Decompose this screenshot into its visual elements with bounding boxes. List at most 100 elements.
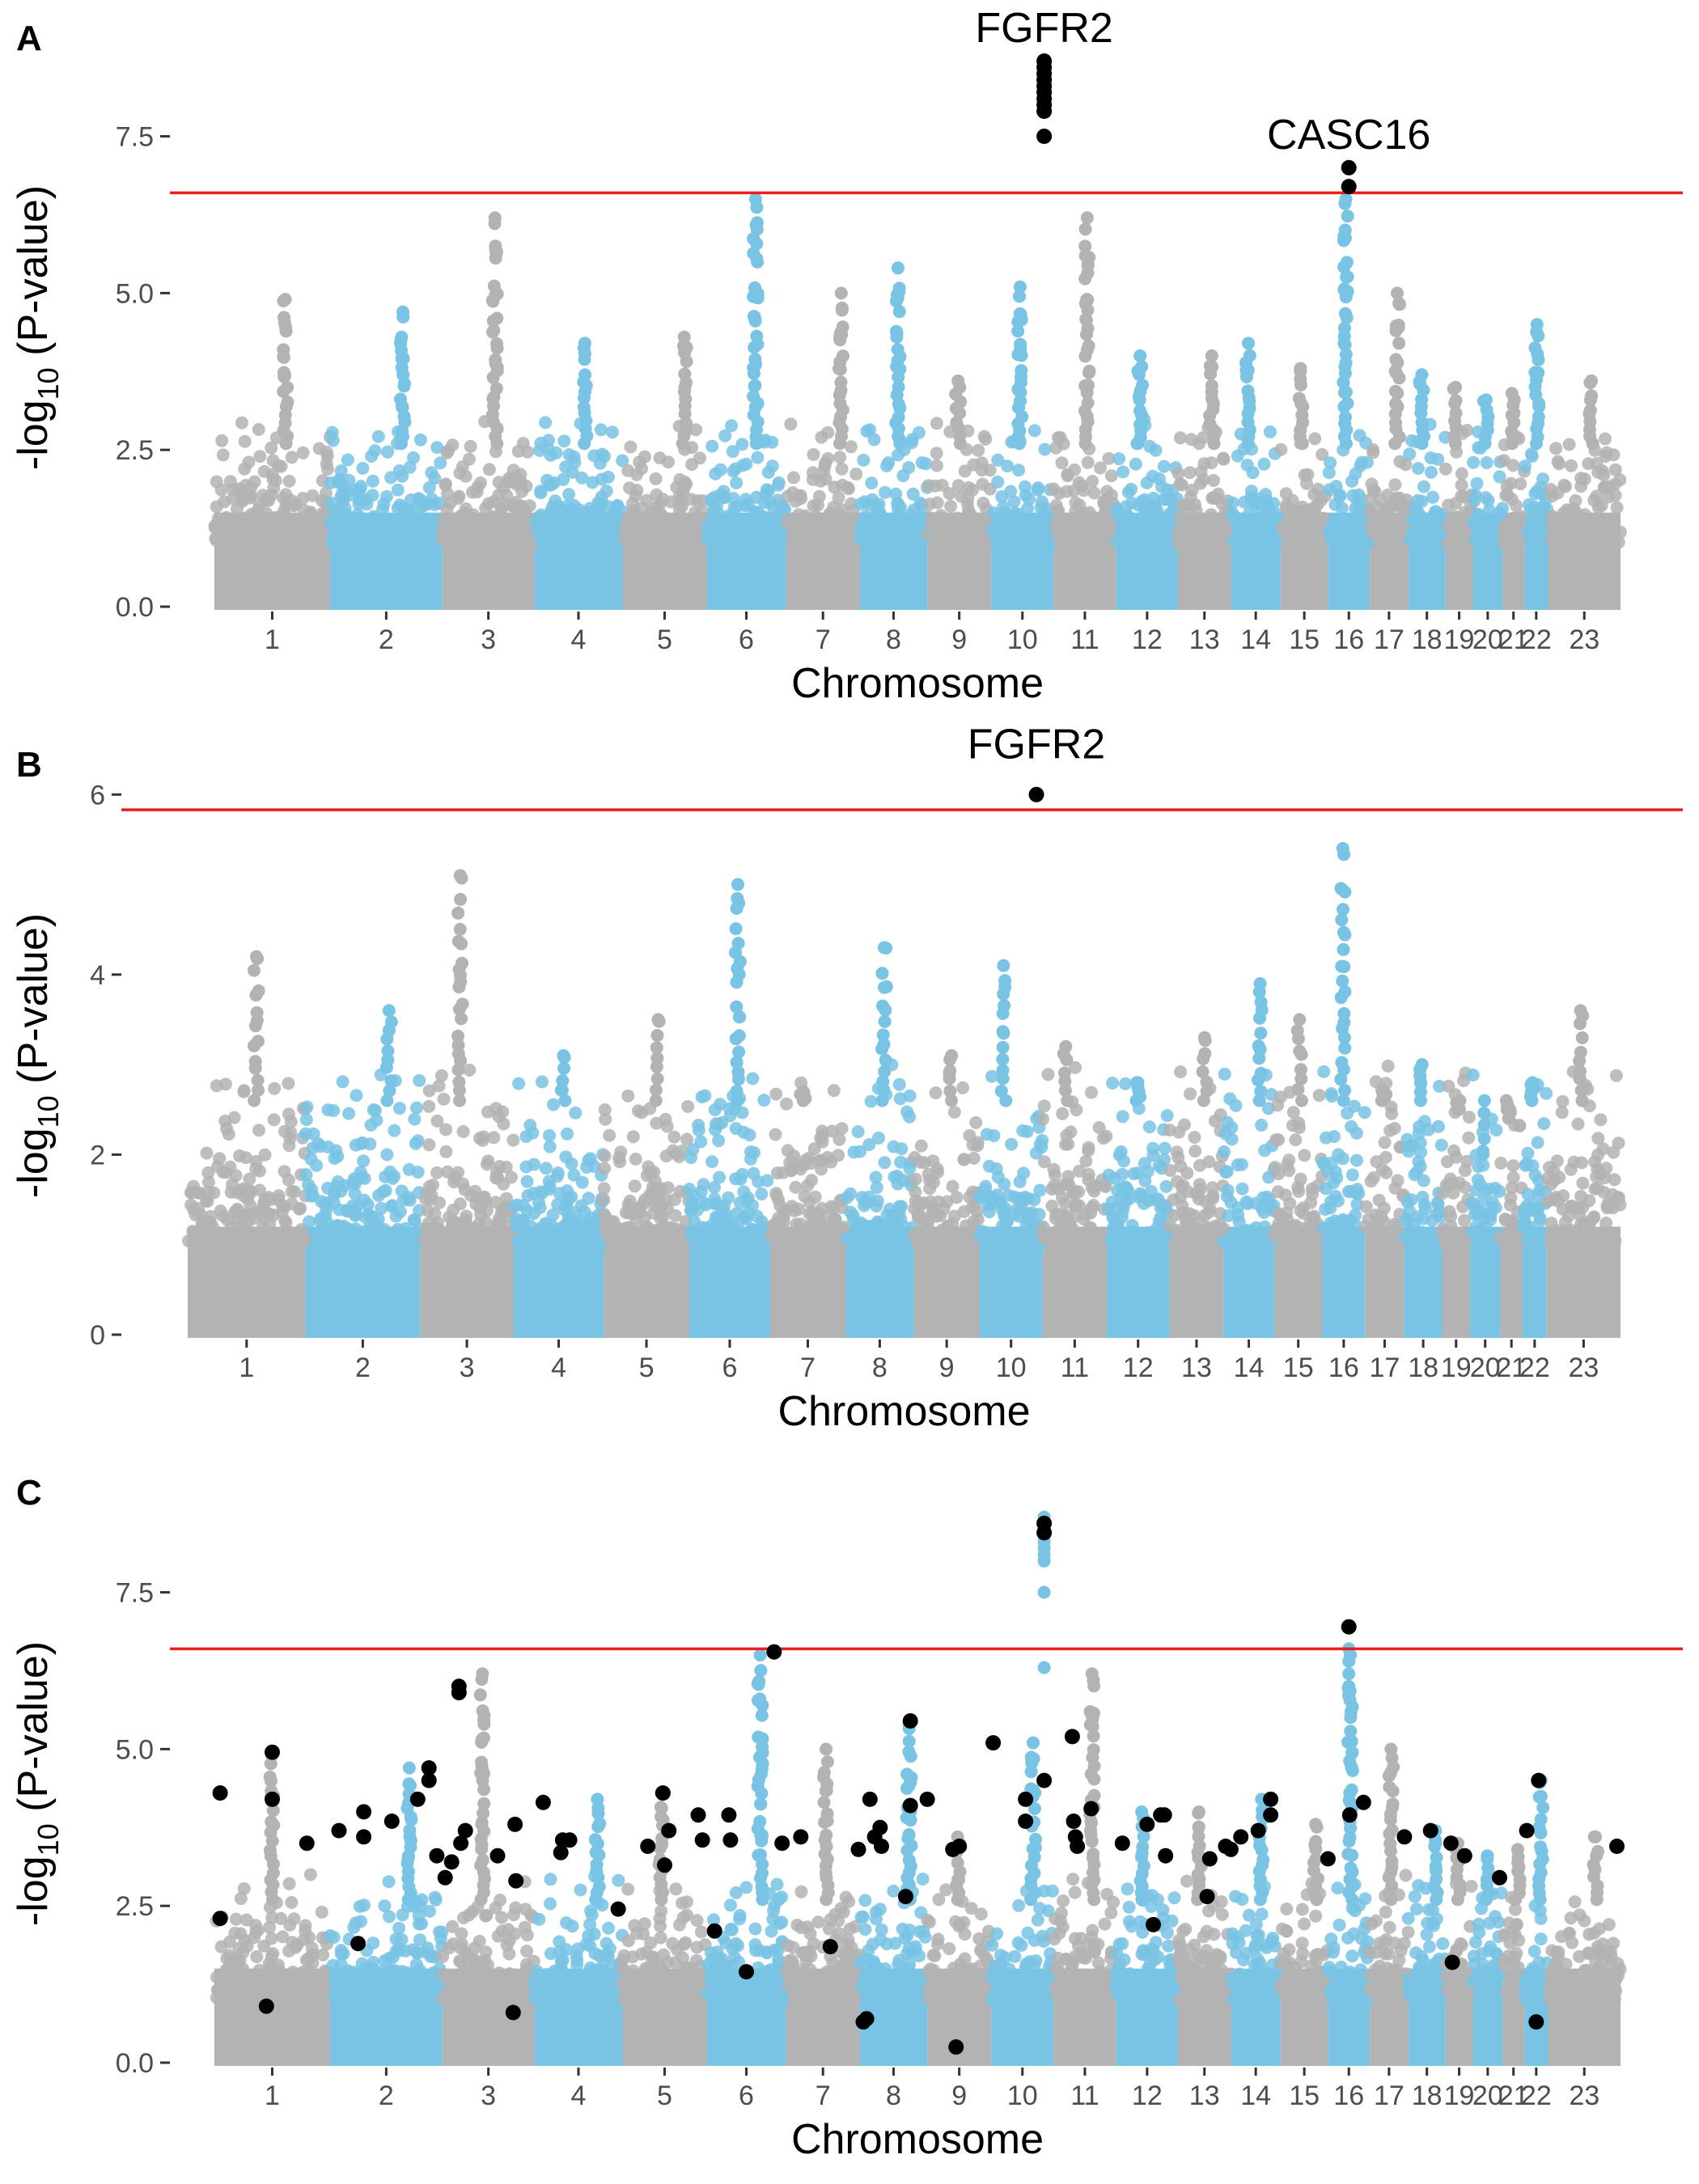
snp-point [1243, 349, 1256, 362]
snp-point [355, 514, 369, 528]
snp-point [1458, 1164, 1472, 1178]
snp-point [922, 1167, 935, 1181]
snp-point [678, 367, 692, 381]
snp-point [1337, 925, 1350, 939]
snp-point [684, 493, 698, 506]
snp-point [238, 434, 252, 448]
snp-point [1051, 1182, 1065, 1196]
snp-point [1574, 1045, 1587, 1059]
snp-point [1125, 482, 1138, 496]
peak-point [1253, 977, 1267, 990]
snp-point [1053, 1221, 1066, 1234]
snp-point [947, 1105, 961, 1119]
snp-point [708, 1181, 721, 1194]
snp-point [521, 1189, 535, 1202]
snp-point [1244, 485, 1258, 498]
snp-point [1311, 535, 1324, 548]
snp-point [697, 1178, 710, 1191]
peak-point [1377, 1085, 1391, 1098]
snp-point [1263, 425, 1277, 438]
snp-point [1388, 384, 1402, 398]
snp-point [769, 1128, 782, 1141]
snp-point [1462, 1131, 1476, 1145]
snp-point [506, 1133, 520, 1147]
snp-point [628, 1179, 642, 1193]
snp-point [332, 504, 345, 518]
snp-point [991, 453, 1005, 467]
snp-point [1442, 498, 1455, 512]
snp-point [1039, 1233, 1053, 1246]
x-tick-label: 6 [739, 624, 754, 655]
snp-point [219, 1987, 233, 2001]
snp-point [653, 497, 667, 511]
snp-point [1087, 486, 1101, 500]
snp-point [315, 1905, 328, 1919]
snp-point [969, 518, 983, 531]
peak-point [1415, 1058, 1429, 1072]
peak-point [1505, 387, 1519, 400]
snp-point [350, 1089, 363, 1103]
snp-point [737, 1185, 751, 1199]
snp-point [1562, 438, 1576, 451]
snp-point [598, 1149, 612, 1163]
snp-point [1403, 447, 1417, 461]
snp-point [732, 896, 746, 910]
snp-point [391, 483, 405, 497]
peak-point [578, 336, 591, 350]
snp-point [334, 464, 348, 478]
snp-point [835, 301, 849, 315]
snp-point [979, 1225, 992, 1239]
x-tick-label: 13 [1181, 1352, 1212, 1383]
snp-point [248, 475, 261, 489]
snp-point [819, 472, 833, 486]
snp-point [1184, 1087, 1197, 1101]
snp-point [1135, 494, 1149, 508]
snp-point [892, 281, 906, 295]
snp-point [597, 1182, 611, 1196]
snp-point [982, 1159, 996, 1173]
snp-point [1001, 459, 1015, 473]
snp-point [712, 1134, 726, 1148]
snp-point [227, 535, 241, 548]
snp-point [565, 1190, 578, 1204]
snp-point [672, 527, 685, 541]
peak-point [1294, 362, 1307, 375]
snp-point [1193, 476, 1207, 490]
snp-point [546, 1208, 560, 1221]
snp-point [352, 485, 366, 499]
snp-point [991, 475, 1005, 489]
snp-point [761, 1174, 774, 1187]
snp-point [561, 1127, 574, 1141]
snp-point [1158, 1141, 1172, 1155]
snp-point [1415, 494, 1429, 508]
snp-point [1193, 1158, 1206, 1172]
snp-point [835, 462, 849, 476]
snp-point [1388, 478, 1402, 492]
peak-point [1059, 1039, 1073, 1053]
x-axis-title: Chromosome [777, 1388, 1030, 1435]
snp-point [894, 1155, 908, 1169]
snp-point [739, 493, 752, 506]
snp-point [1293, 1044, 1307, 1058]
y-tick-label: 0.0 [116, 592, 154, 623]
highlighted-snp-point [1036, 129, 1053, 144]
peak-point [1013, 280, 1027, 294]
snp-point [536, 1075, 549, 1089]
snp-point [1094, 461, 1107, 475]
snp-point [1338, 1084, 1352, 1097]
snp-point [1541, 1171, 1555, 1185]
snp-point [336, 521, 350, 535]
snp-point [257, 1231, 271, 1245]
snp-point [875, 967, 889, 980]
snp-point [267, 1208, 281, 1222]
highlighted-snp-point [1341, 159, 1357, 176]
snp-point [381, 1044, 395, 1058]
snp-point [781, 1144, 794, 1158]
snp-point [732, 1045, 746, 1059]
snp-point [300, 1100, 314, 1114]
snp-point [336, 1075, 350, 1089]
snp-point [268, 1081, 282, 1095]
snp-point [580, 1161, 594, 1174]
snp-point [1338, 307, 1352, 320]
snp-point [1290, 1024, 1304, 1037]
